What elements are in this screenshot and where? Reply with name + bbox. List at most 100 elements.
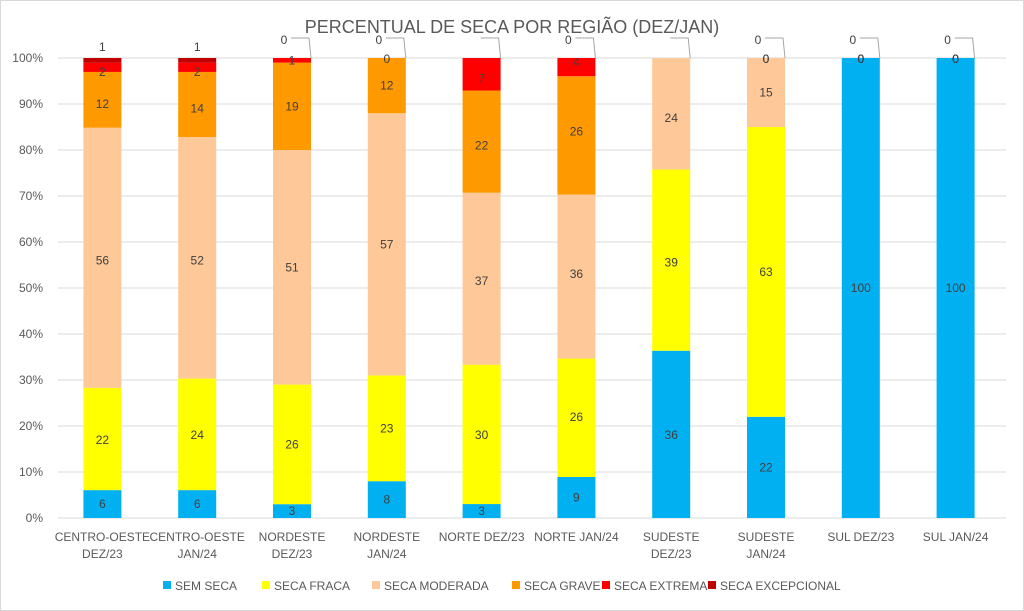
- bar-segment: [462, 192, 501, 365]
- x-category-label: NORDESTE JAN/24: [353, 530, 420, 561]
- bar-segment: [747, 127, 785, 417]
- data-label: 1: [289, 53, 296, 67]
- x-category-line: JAN/24: [367, 547, 407, 561]
- bar-segment: [652, 350, 691, 518]
- data-label: 0: [952, 52, 959, 66]
- data-label: 0: [375, 33, 382, 47]
- y-tick-label: 20%: [19, 419, 43, 433]
- data-label: 24: [191, 428, 205, 442]
- data-label: 2: [194, 65, 201, 79]
- data-label: 26: [570, 125, 584, 139]
- data-label: 7: [478, 72, 485, 86]
- bar-segment: [367, 481, 406, 518]
- legend: SEM SECA SECA FRACA SECA MODERADA SECA GRAV…: [163, 579, 841, 593]
- data-label: 1: [194, 40, 201, 54]
- bar-segment: [557, 58, 596, 77]
- data-label: 0: [952, 52, 959, 66]
- leader-line: [480, 37, 502, 59]
- y-tick-label: 90%: [19, 97, 43, 111]
- bar-segment: [83, 62, 122, 72]
- legend-label: SECA EXTREMA: [614, 579, 707, 593]
- bar-segment: [83, 490, 122, 518]
- bar-segment: [462, 90, 501, 193]
- data-label: 0: [763, 52, 770, 66]
- x-category-label: NORTE JAN/24: [534, 530, 619, 544]
- data-label: 26: [570, 410, 584, 424]
- bar-segment: [936, 58, 975, 518]
- data-label: 0: [857, 52, 864, 66]
- data-label: 0: [383, 52, 390, 66]
- y-tick-label: 0%: [26, 511, 44, 525]
- data-label: 22: [759, 460, 773, 474]
- bar-segment: [367, 58, 406, 114]
- data-label: 6: [194, 497, 201, 511]
- bar-segment: [178, 136, 217, 379]
- data-label: 37: [475, 274, 489, 288]
- data-label: 0: [281, 33, 288, 47]
- bar-segment: [83, 387, 122, 491]
- data-label: 0: [763, 52, 770, 66]
- legend-item[interactable]: SECA MODERADA: [372, 579, 489, 593]
- bar-segment: [557, 194, 596, 359]
- data-label: 24: [665, 111, 679, 125]
- bar-segment: [557, 477, 596, 518]
- x-category-line: CENTRO-OESTE: [150, 530, 245, 544]
- bar-segment: [367, 375, 406, 482]
- legend-swatch: [163, 581, 171, 589]
- x-category-line: JAN/24: [746, 547, 786, 561]
- y-tick-label: 50%: [19, 281, 43, 295]
- bar-segment: [83, 58, 122, 63]
- bar-segment: [557, 76, 596, 195]
- bar-segment: [652, 58, 691, 170]
- data-label: 14: [191, 102, 205, 116]
- bar-segment: [273, 504, 311, 518]
- bar-segment: [462, 504, 501, 518]
- legend-swatch: [602, 581, 610, 589]
- legend-item[interactable]: SECA FRACA: [262, 579, 350, 593]
- x-category-line: JAN/24: [178, 547, 218, 561]
- x-category-line: SUDESTE: [643, 530, 700, 544]
- bar-segment: [178, 58, 217, 63]
- legend-item[interactable]: SECA GRAVE: [512, 579, 600, 593]
- legend-item[interactable]: SECA EXCEPCIONAL: [708, 579, 841, 593]
- legend-label: SEM SECA: [175, 579, 237, 593]
- x-axis-categories: CENTRO-OESTE DEZ/23 CENTRO-OESTE JAN/24 NORD…: [55, 530, 989, 561]
- data-label: 3: [289, 504, 296, 518]
- y-axis-ticks: 0% 10% 20% 30% 40% 50% 60% 70% 80% 90% 100%: [12, 51, 43, 525]
- data-label: 100: [946, 281, 966, 295]
- x-category-line: NORDESTE: [353, 530, 420, 544]
- leader-line: [385, 37, 407, 59]
- legend-label: SECA GRAVE: [524, 579, 600, 593]
- data-label: 19: [285, 99, 299, 113]
- legend-item[interactable]: SEM SECA: [163, 579, 237, 593]
- data-label: 12: [96, 97, 110, 111]
- bar-segment: [178, 490, 217, 518]
- legend-swatch: [262, 581, 270, 589]
- legend-swatch: [372, 581, 380, 589]
- data-label: 63: [759, 265, 773, 279]
- x-category-line: SUL JAN/24: [923, 530, 989, 544]
- x-category-label: SUL JAN/24: [923, 530, 989, 544]
- bar-segment: [367, 113, 406, 376]
- bar-segment: [178, 378, 217, 491]
- bar-segment: [178, 62, 217, 72]
- x-category-line: SUDESTE: [738, 530, 795, 544]
- bar-segment: [83, 127, 122, 388]
- x-category-label: CENTRO-OESTE JAN/24: [150, 530, 245, 561]
- bar-segment: [273, 62, 311, 150]
- data-label: 30: [475, 428, 489, 442]
- x-category-line: NORTE JAN/24: [534, 530, 619, 544]
- y-tick-label: 60%: [19, 235, 43, 249]
- bar-segment: [83, 71, 122, 128]
- legend-item[interactable]: SECA EXTREMA: [602, 579, 707, 593]
- data-label: 26: [285, 437, 299, 451]
- x-category-line: DEZ/23: [272, 547, 313, 561]
- x-category-line: SUL DEZ/23: [827, 530, 894, 544]
- x-category-line: DEZ/23: [82, 547, 123, 561]
- data-label: 0: [857, 52, 864, 66]
- bar-segment: [841, 58, 880, 518]
- y-tick-label: 30%: [19, 373, 43, 387]
- data-label: 0: [857, 52, 864, 66]
- data-label: 1: [99, 40, 106, 54]
